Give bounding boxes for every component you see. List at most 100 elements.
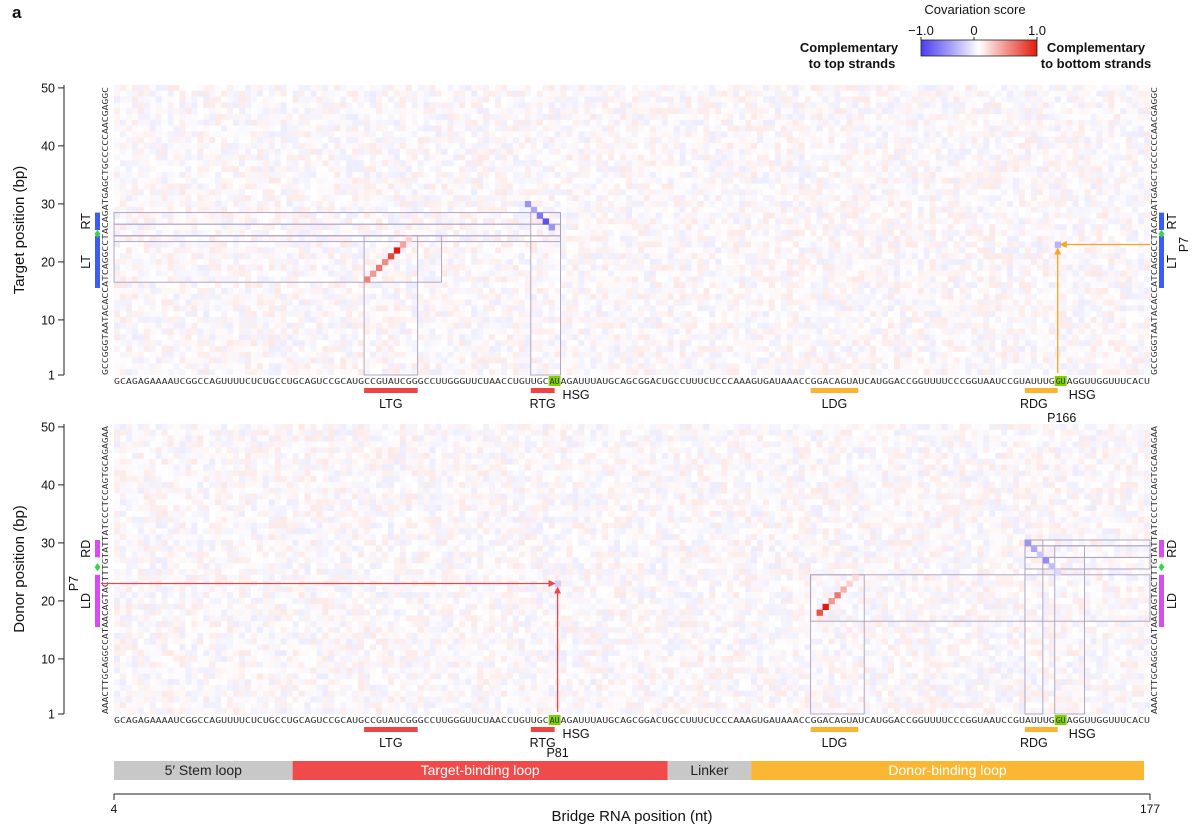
- panel-letter: a: [12, 3, 22, 22]
- feature-label-rtg: RTG: [530, 397, 556, 411]
- feature-label-hsg-1: HSG: [563, 388, 590, 402]
- colorbar-tick-zero: 0: [970, 23, 977, 38]
- pointer-arrowhead-horizontal: [1059, 241, 1067, 248]
- y-axis: 1 10 20 30 40 50 Target position (bp): [11, 81, 65, 383]
- target-heatmap-panel: 1 10 20 30 40 50 Target position (bp) GCCGGGTAA…: [11, 81, 1191, 425]
- heatmap-cell-1: [822, 603, 829, 610]
- y-tick-label: 30: [41, 197, 55, 211]
- highlight-box-6: [1054, 545, 1085, 715]
- highlight-box-4: [810, 574, 865, 715]
- feature-bar-hsg-2: [1033, 388, 1058, 393]
- bridge-axis-tick-end: 177: [1140, 802, 1160, 816]
- hsg-highlight-au: [548, 376, 561, 386]
- feature-bar-rtg: [530, 388, 555, 393]
- right-side-label-lower: LD: [1165, 593, 1179, 609]
- right-cleavage-diamond-icon: [1158, 229, 1165, 238]
- feature-label-ldg: LDG: [822, 736, 848, 750]
- y-tick-label: 20: [41, 594, 55, 608]
- left-strand-bar-lower: [95, 574, 100, 627]
- colorbar-right-label-2: to bottom strands: [1041, 56, 1152, 71]
- feature-label-hsg-1: HSG: [563, 727, 590, 741]
- y-tick-label: 20: [41, 255, 55, 269]
- bridge-rna-sequence: GCAGAGAAAAUCGGCCAGUUUUCUCUGCCUGCAGUCCGCA…: [114, 715, 1150, 725]
- highlight-box-4: [363, 235, 419, 376]
- heatmap-cell-12: [1054, 569, 1062, 576]
- highlight-box-3: [113, 235, 442, 283]
- heatmap-cell-6: [399, 241, 407, 248]
- left-side-label-upper: RD: [79, 540, 93, 558]
- y-tick-label: 40: [41, 139, 55, 153]
- feature-label-ltg: LTG: [379, 736, 402, 750]
- domain-segment-2: [667, 761, 752, 780]
- y-tick-label: 30: [41, 536, 55, 550]
- y-tick-label: 40: [41, 478, 55, 492]
- right-strand-sequence: AAACTTGCAGGCCATAACAGTACTTTGTATTATCCCTCCA…: [1149, 426, 1159, 714]
- left-strand-bar-upper: [95, 212, 100, 230]
- heatmap-cell-10: [536, 212, 544, 219]
- right-strand-sequence: GCCGGGTAATACACCATCAGGCCTACAGATGAGCTGCCCC…: [1149, 87, 1159, 375]
- heatmap-cell-2: [828, 598, 835, 605]
- heatmap-cell-5: [846, 580, 853, 587]
- pointer-arrowhead-vertical: [1054, 247, 1062, 255]
- heatmap-cell-3: [834, 592, 841, 599]
- bridge-rna-sequence: GCAGAGAAAAUCGGCCAGUUUUCUCUGCCUGCAGUCCGCA…: [114, 376, 1150, 386]
- colorbar-gradient: [920, 39, 1038, 57]
- pointer-position-label: P81: [546, 746, 568, 760]
- right-strand-bar-upper: [1159, 540, 1164, 558]
- colorbar: Covariation score −1.0 0 1.0 Complementa…: [800, 2, 1151, 71]
- right-strand-bar-lower: [1159, 235, 1164, 288]
- right-strand-bar-lower: [1159, 574, 1164, 627]
- hsg-highlight-gu: [1054, 376, 1067, 386]
- heatmap-cell-1: [370, 270, 377, 277]
- heatmap-cell-4: [840, 586, 847, 593]
- heatmap-cell-8: [524, 201, 532, 208]
- pointer-position-label: P166: [1047, 411, 1076, 425]
- domain-label-2: Linker: [690, 762, 728, 778]
- heatmap-cell-8: [1030, 545, 1038, 552]
- heatmap-cell-4: [387, 253, 395, 260]
- pointer-arrowhead-horizontal: [548, 580, 556, 587]
- y-axis-label: Donor position (bp): [11, 505, 28, 633]
- feature-bar-rtg: [530, 727, 555, 732]
- domain-label-1: Target-binding loop: [421, 762, 540, 778]
- highlight-box-5: [1024, 539, 1044, 715]
- heatmap-cell-0: [364, 276, 371, 283]
- right-strand-bar-upper: [1159, 212, 1164, 230]
- heatmap-cell-11: [542, 218, 550, 225]
- domain-segment-1: [292, 761, 668, 780]
- left-strand-bar-upper: [95, 540, 100, 558]
- right-side-label-p7: P7: [1177, 237, 1191, 252]
- left-strand-bar-lower: [95, 235, 100, 288]
- left-cleavage-diamond-icon: [94, 229, 101, 238]
- colorbar-right-label-1: Complementary: [1047, 40, 1146, 55]
- y-tick-label: 1: [48, 708, 55, 722]
- feature-bar-ltg: [364, 727, 418, 732]
- y-tick-label: 10: [41, 652, 55, 666]
- right-side-label-upper: RD: [1165, 540, 1179, 558]
- heatmap-cell-13: [554, 580, 561, 587]
- donor-heatmap-panel: 1 10 20 30 40 50 Donor position (bp) AAACTTGCAG…: [11, 420, 1179, 760]
- feature-bar-hsg-2: [1033, 727, 1058, 732]
- heatmap-background-noise: [114, 85, 1151, 376]
- y-tick-label: 1: [48, 369, 55, 383]
- domain-bar: 5′ Stem loop Target-binding loop Linker Don…: [114, 761, 1145, 780]
- heatmap-cell-7: [405, 235, 413, 242]
- feature-bar-ldg: [810, 388, 859, 393]
- feature-label-ltg: LTG: [379, 397, 402, 411]
- left-strand-sequence: GCCGGGTAATACACCATCAGGCCTACAGATGAGCTGCCCC…: [100, 87, 110, 375]
- y-axis-label: Target position (bp): [11, 166, 28, 294]
- feature-label-rdg: RDG: [1020, 397, 1048, 411]
- hsg-highlight-text-2: GU: [1056, 376, 1066, 386]
- bridge-axis-tick-start: 4: [111, 802, 118, 816]
- feature-label-rtg: RTG: [530, 736, 556, 750]
- colorbar-left-label-2: to top strands: [809, 56, 896, 71]
- y-tick-label: 50: [41, 81, 55, 95]
- hsg-highlight-text: AU: [550, 376, 560, 386]
- y-axis: 1 10 20 30 40 50 Donor position (bp): [11, 420, 65, 722]
- heatmap-cell-10: [1042, 557, 1050, 564]
- heatmap-cell-12: [548, 224, 555, 231]
- pointer-arrowhead-vertical: [554, 586, 562, 594]
- left-side-label-p7: P7: [67, 576, 81, 591]
- heatmap-cell-13: [1054, 241, 1062, 248]
